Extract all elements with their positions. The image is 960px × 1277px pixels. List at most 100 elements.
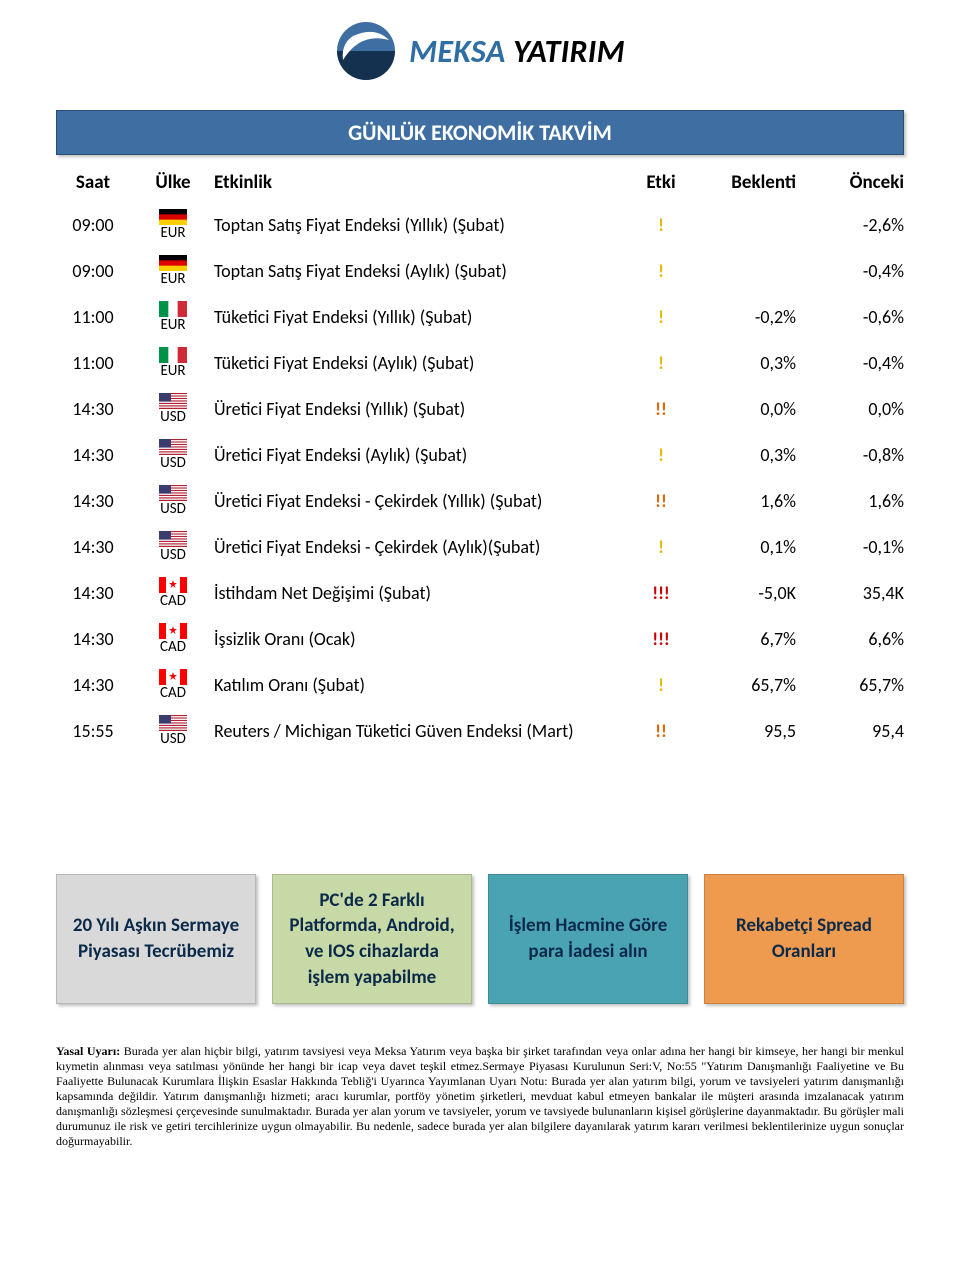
- table-row: 11:00 EUR Tüketici Fiyat Endeksi (Yıllık…: [48, 294, 912, 340]
- brand-name-part1: MEKSA: [409, 32, 505, 71]
- table-row: 14:30 USD Üretici Fiyat Endeksi - Çekird…: [48, 478, 912, 524]
- table-row: 14:30 USD Üretici Fiyat Endeksi (Aylık) …: [48, 432, 912, 478]
- flag-icon: [159, 623, 187, 639]
- flag-icon: [159, 255, 187, 271]
- col-event: Etkinlik: [208, 171, 626, 194]
- cell-event: Tüketici Fiyat Endeksi (Yıllık) (Şubat): [208, 306, 626, 328]
- cell-country: CAD: [138, 669, 208, 701]
- cell-time: 14:30: [48, 582, 138, 604]
- cell-forecast: 0,1%: [696, 536, 804, 558]
- cell-forecast: 6,7%: [696, 628, 804, 650]
- cell-country: EUR: [138, 301, 208, 333]
- cell-forecast: -5,0K: [696, 582, 804, 604]
- cell-time: 14:30: [48, 490, 138, 512]
- cell-time: 14:30: [48, 398, 138, 420]
- cell-event: Üretici Fiyat Endeksi (Aylık) (Şubat): [208, 444, 626, 466]
- cell-forecast: -0,2%: [696, 306, 804, 328]
- cell-forecast: 65,7%: [696, 674, 804, 696]
- col-country: Ülke: [138, 171, 208, 194]
- brand-name-part2: YATIRIM: [506, 32, 625, 71]
- flag-icon: [159, 577, 187, 593]
- cell-country: EUR: [138, 255, 208, 287]
- table-row: 14:30 CAD İstihdam Net Değişimi (Şubat) …: [48, 570, 912, 616]
- cell-forecast: 0,3%: [696, 444, 804, 466]
- table-row: 09:00 EUR Toptan Satış Fiyat Endeksi (Ay…: [48, 248, 912, 294]
- cell-time: 15:55: [48, 720, 138, 742]
- col-time: Saat: [48, 171, 138, 194]
- flag-icon: [159, 393, 187, 409]
- col-forecast: Beklenti: [696, 171, 804, 194]
- cell-event: Tüketici Fiyat Endeksi (Aylık) (Şubat): [208, 352, 626, 374]
- cell-event: Katılım Oranı (Şubat): [208, 674, 626, 696]
- cell-previous: -0,1%: [804, 536, 912, 558]
- cell-previous: -0,4%: [804, 352, 912, 374]
- cell-previous: 0,0%: [804, 398, 912, 420]
- cell-time: 14:30: [48, 536, 138, 558]
- promo-card: Rekabetçi Spread Oranları: [704, 874, 904, 1004]
- cell-impact: !!!: [626, 582, 696, 604]
- cell-forecast: 1,6%: [696, 490, 804, 512]
- cell-previous: 1,6%: [804, 490, 912, 512]
- currency-label: CAD: [160, 686, 186, 701]
- cell-impact: !!: [626, 398, 696, 420]
- table-row: 14:30 CAD İşsizlik Oranı (Ocak) !!! 6,7%…: [48, 616, 912, 662]
- promo-card: 20 Yılı Aşkın Sermaye Piyasası Tecrübemi…: [56, 874, 256, 1004]
- table-row: 14:30 USD Üretici Fiyat Endeksi (Yıllık)…: [48, 386, 912, 432]
- currency-label: EUR: [160, 226, 185, 241]
- brand-mark-icon: [335, 20, 397, 82]
- cell-previous: 95,4: [804, 720, 912, 742]
- brand-logo: MEKSA YATIRIM: [48, 20, 912, 82]
- currency-label: USD: [160, 502, 186, 517]
- disclaimer-title: Yasal Uyarı:: [56, 1044, 124, 1058]
- cell-event: İstihdam Net Değişimi (Şubat): [208, 582, 626, 604]
- cell-impact: !: [626, 536, 696, 558]
- cell-impact: !: [626, 674, 696, 696]
- table-row: 14:30 CAD Katılım Oranı (Şubat) ! 65,7% …: [48, 662, 912, 708]
- currency-label: USD: [160, 548, 186, 563]
- cell-time: 14:30: [48, 674, 138, 696]
- cell-impact: !: [626, 306, 696, 328]
- table-row: 11:00 EUR Tüketici Fiyat Endeksi (Aylık)…: [48, 340, 912, 386]
- cell-event: Toptan Satış Fiyat Endeksi (Aylık) (Şuba…: [208, 260, 626, 282]
- cell-time: 11:00: [48, 352, 138, 374]
- cell-impact: !!!: [626, 628, 696, 650]
- currency-label: USD: [160, 732, 186, 747]
- cell-previous: -0,8%: [804, 444, 912, 466]
- currency-label: USD: [160, 410, 186, 425]
- currency-label: USD: [160, 456, 186, 471]
- promo-card: İşlem Hacmine Göre para İadesi alın: [488, 874, 688, 1004]
- disclaimer-body: Burada yer alan hiçbir bilgi, yatırım ta…: [56, 1044, 904, 1148]
- disclaimer: Yasal Uyarı: Burada yer alan hiçbir bilg…: [48, 1044, 912, 1149]
- promo-card: PC'de 2 Farklı Platformda, Android, ve I…: [272, 874, 472, 1004]
- currency-label: CAD: [160, 640, 186, 655]
- flag-icon: [159, 209, 187, 225]
- cell-impact: !: [626, 214, 696, 236]
- cell-time: 14:30: [48, 628, 138, 650]
- cell-time: 09:00: [48, 214, 138, 236]
- cell-time: 11:00: [48, 306, 138, 328]
- cell-impact: !!: [626, 720, 696, 742]
- flag-icon: [159, 439, 187, 455]
- table-row: 15:55 USD Reuters / Michigan Tüketici Gü…: [48, 708, 912, 754]
- cell-country: USD: [138, 531, 208, 563]
- col-previous: Önceki: [804, 171, 912, 194]
- flag-icon: [159, 531, 187, 547]
- cell-forecast: 0,3%: [696, 352, 804, 374]
- cell-event: Üretici Fiyat Endeksi (Yıllık) (Şubat): [208, 398, 626, 420]
- currency-label: EUR: [160, 272, 185, 287]
- cell-forecast: 0,0%: [696, 398, 804, 420]
- table-row: 14:30 USD Üretici Fiyat Endeksi - Çekird…: [48, 524, 912, 570]
- flag-icon: [159, 715, 187, 731]
- page: MEKSA YATIRIM GÜNLÜK EKONOMİK TAKVİM Saa…: [0, 0, 960, 1189]
- cell-impact: !!: [626, 490, 696, 512]
- cell-country: CAD: [138, 577, 208, 609]
- currency-label: CAD: [160, 594, 186, 609]
- table-header-row: Saat Ülke Etkinlik Etki Beklenti Önceki: [48, 165, 912, 202]
- flag-icon: [159, 485, 187, 501]
- table-row: 09:00 EUR Toptan Satış Fiyat Endeksi (Yı…: [48, 202, 912, 248]
- cell-country: USD: [138, 715, 208, 747]
- cell-previous: -2,6%: [804, 214, 912, 236]
- col-impact: Etki: [626, 171, 696, 194]
- cell-event: Reuters / Michigan Tüketici Güven Endeks…: [208, 720, 626, 742]
- brand-name: MEKSA YATIRIM: [409, 32, 625, 71]
